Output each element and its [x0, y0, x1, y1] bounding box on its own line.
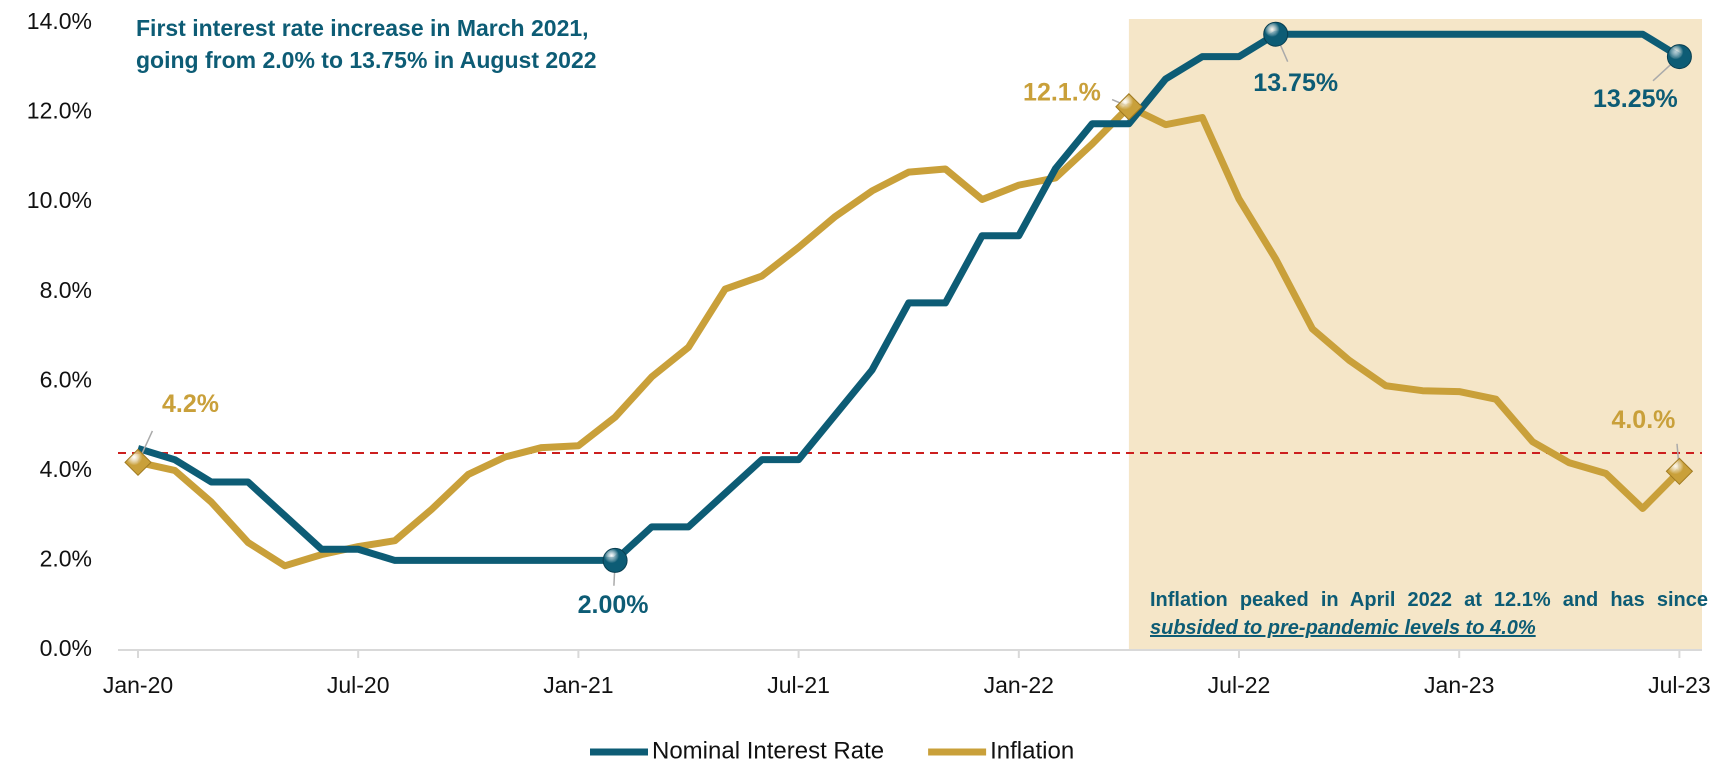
x-tick-label: Jul-20 [327, 672, 390, 698]
y-tick-label: 14.0% [27, 8, 92, 34]
point-marker [1263, 21, 1289, 47]
point-marker [124, 448, 152, 477]
y-tick-label: 12.0% [27, 98, 92, 124]
y-tick-label: 10.0% [27, 187, 92, 213]
annotation-emphasis: subsided to pre-pandemic levels to 4.0% [1150, 617, 1536, 639]
x-tick-label: Jul-21 [767, 672, 830, 698]
y-tick-label: 4.0% [40, 456, 92, 482]
point-marker [602, 547, 628, 573]
data-label: 4.2% [162, 390, 219, 418]
x-tick-label: Jul-23 [1648, 672, 1711, 698]
annotation-text: Inflation peaked in April 2022 at 12.1% … [1150, 589, 1708, 611]
x-tick-label: Jan-23 [1424, 672, 1494, 698]
annotation-line: going from 2.0% to 13.75% in August 2022 [136, 47, 597, 73]
shaded-range [1128, 19, 1702, 650]
legend-label: Nominal Interest Rate [652, 737, 884, 764]
x-tick-label: Jan-20 [103, 672, 173, 698]
point-marker [1666, 44, 1692, 70]
x-tick-label: Jan-21 [543, 672, 613, 698]
annotation-top: First interest rate increase in March 20… [136, 12, 597, 76]
data-label: 13.25% [1593, 85, 1678, 113]
y-tick-label: 2.0% [40, 546, 92, 572]
data-label: 2.00% [578, 591, 649, 619]
y-tick-label: 6.0% [40, 366, 92, 392]
y-tick-label: 0.0% [40, 635, 92, 661]
x-tick-label: Jul-22 [1208, 672, 1271, 698]
legend-label: Inflation [990, 737, 1074, 764]
annotation-line: First interest rate increase in March 20… [136, 15, 589, 41]
data-label: 13.75% [1253, 69, 1338, 97]
point-marker [1665, 457, 1694, 486]
data-label: 12.1.% [1023, 78, 1101, 106]
annotation-bottom: Inflation peaked in April 2022 at 12.1% … [1150, 586, 1708, 642]
x-tick-label: Jan-22 [984, 672, 1054, 698]
series-line [137, 103, 1682, 570]
y-tick-label: 8.0% [40, 277, 92, 303]
series-line [136, 30, 1682, 564]
point-marker [1115, 93, 1143, 121]
data-label: 4.0.% [1611, 406, 1675, 434]
